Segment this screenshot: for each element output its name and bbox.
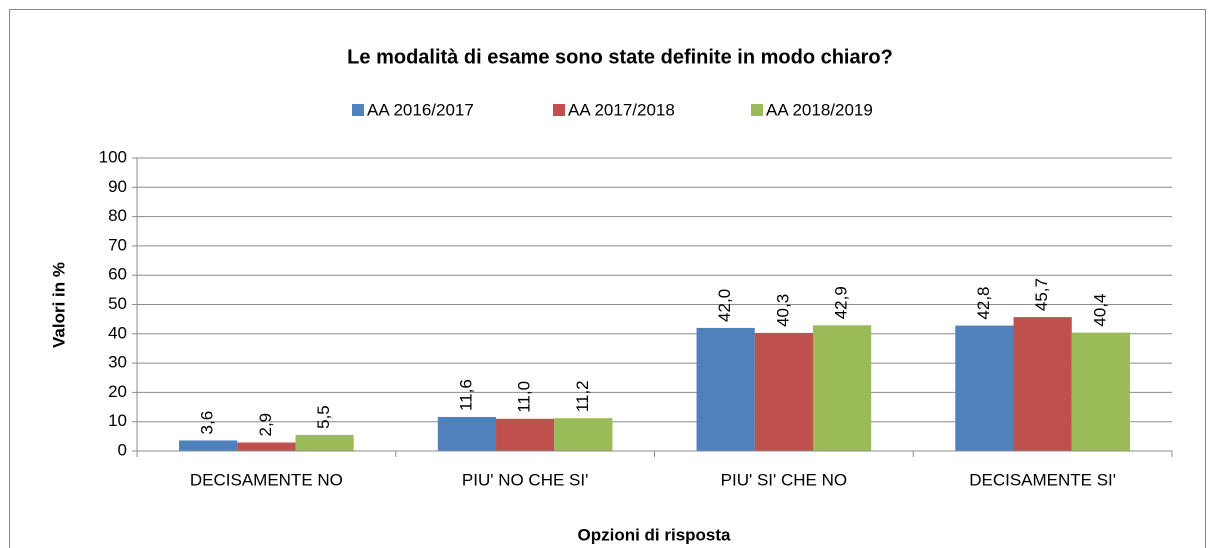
y-tick-label: 70 xyxy=(108,235,127,254)
y-tick-label: 40 xyxy=(108,323,127,342)
legend-label: AA 2016/2017 xyxy=(367,100,474,119)
y-tick-label: 100 xyxy=(99,147,127,166)
value-label: 42,9 xyxy=(832,286,851,319)
chart-frame xyxy=(9,9,1206,548)
bar xyxy=(696,327,755,451)
value-label: 40,4 xyxy=(1090,294,1109,327)
chart-title: Le modalità di esame sono state definite… xyxy=(347,46,893,68)
value-label: 11,2 xyxy=(573,380,592,412)
bar xyxy=(812,325,872,451)
value-label: 11,6 xyxy=(456,379,475,411)
y-tick-label: 0 xyxy=(118,440,127,459)
y-tick-label: 10 xyxy=(108,411,127,430)
y-tick-label: 30 xyxy=(108,353,127,372)
legend-swatch xyxy=(553,104,565,116)
y-tick-label: 60 xyxy=(108,265,127,284)
bar xyxy=(955,325,1014,451)
legend-label: AA 2017/2018 xyxy=(568,100,675,119)
value-label: 45,7 xyxy=(1032,278,1051,311)
y-tick-label: 90 xyxy=(108,177,127,196)
x-tick-label: PIU' NO CHE SI' xyxy=(462,470,588,489)
y-tick-label: 20 xyxy=(108,382,127,401)
value-label: 42,8 xyxy=(974,287,993,320)
value-label: 42,0 xyxy=(715,289,734,322)
bar xyxy=(554,418,613,451)
value-label: 40,3 xyxy=(773,294,792,327)
bar xyxy=(496,418,555,451)
bar xyxy=(179,440,238,451)
value-label: 5,5 xyxy=(314,405,333,429)
y-tick-label: 80 xyxy=(108,206,127,225)
x-tick-label: PIU' SI' CHE NO xyxy=(721,470,847,489)
bar xyxy=(1071,332,1130,451)
bar xyxy=(1013,317,1072,451)
value-label: 3,6 xyxy=(198,411,217,435)
y-tick-label: 50 xyxy=(108,294,127,313)
bar xyxy=(237,442,296,451)
value-label: 2,9 xyxy=(256,413,275,437)
x-tick-label: DECISAMENTE NO xyxy=(190,470,343,489)
legend-swatch xyxy=(751,104,763,116)
x-axis-title: Opzioni di risposta xyxy=(577,525,731,544)
x-tick-label: DECISAMENTE SI' xyxy=(969,470,1116,489)
y-axis-title: Valori in % xyxy=(49,262,68,348)
bar xyxy=(754,332,813,451)
bar xyxy=(295,434,354,451)
legend-label: AA 2018/2019 xyxy=(766,100,873,119)
legend-swatch xyxy=(352,104,364,116)
bar xyxy=(437,417,497,451)
value-label: 11,0 xyxy=(515,381,534,413)
